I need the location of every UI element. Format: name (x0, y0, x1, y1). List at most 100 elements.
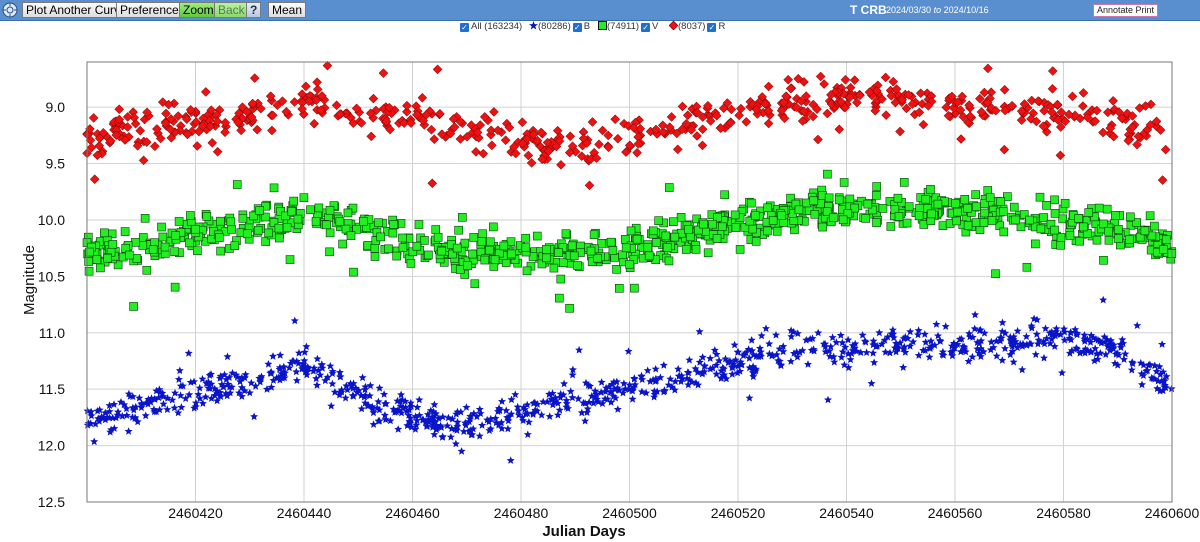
b-point (1058, 368, 1066, 377)
r-point (335, 109, 345, 120)
b-point (1107, 340, 1115, 348)
x-tick-label: 2460520 (711, 505, 766, 521)
b-point (1052, 324, 1061, 333)
b-point (341, 393, 350, 402)
b-point (971, 310, 980, 319)
b-point (236, 377, 245, 386)
b-point (1034, 339, 1042, 348)
b-point (936, 336, 944, 344)
v-point (1058, 214, 1068, 224)
b-point (1013, 343, 1022, 352)
r-point (200, 87, 211, 97)
legend-all[interactable]: ✓ All (163234) (460, 21, 522, 32)
v-point (886, 222, 896, 231)
v-point (359, 217, 368, 226)
b-point (114, 407, 122, 416)
v-point (730, 210, 740, 220)
v-point (311, 217, 321, 226)
r-point (399, 118, 410, 128)
v-point (1079, 222, 1088, 232)
legend-r[interactable]: (8037) ✓ R (669, 21, 725, 32)
v-point (275, 233, 284, 243)
v-point (1104, 226, 1113, 236)
preferences-button[interactable]: Preferences (116, 2, 189, 18)
b-point (170, 403, 179, 412)
b-point (1092, 349, 1101, 358)
r-point (982, 97, 993, 108)
y-axis-ticks: 9.0 9.5 10.0 10.5 11.0 11.5 12.0 12.5 (38, 99, 65, 510)
b-point (286, 359, 295, 367)
b-point (698, 353, 707, 361)
b-point (317, 360, 326, 369)
r-point (220, 117, 231, 128)
b-checkbox[interactable]: ✓ (572, 23, 582, 32)
r-point (435, 108, 445, 119)
r-point (1098, 127, 1108, 138)
b-point (185, 390, 194, 399)
b-point (1100, 332, 1109, 341)
b-point (475, 405, 484, 413)
b-point (316, 370, 325, 379)
r-point (378, 68, 389, 79)
v-point (1056, 233, 1066, 242)
b-point (706, 364, 715, 373)
b-point (537, 410, 546, 419)
v-point (573, 261, 582, 270)
v-point (845, 194, 855, 204)
light-curve-chart[interactable]: 2460420 2460440 2460460 2460480 2460500 24605… (0, 30, 1200, 542)
v-point (829, 213, 838, 223)
v-point (960, 195, 970, 204)
b-point (790, 349, 798, 357)
v-point (1147, 231, 1157, 241)
b-point (555, 406, 564, 414)
plot-another-curve-button[interactable]: Plot Another Curve (22, 2, 131, 18)
v-point (625, 259, 634, 269)
b-point (447, 424, 456, 433)
b-point (251, 382, 260, 390)
b-point (715, 356, 724, 365)
b-point (880, 336, 889, 344)
annotate-print-button[interactable]: Annotate Print (1093, 4, 1159, 17)
r-checkbox[interactable]: ✓ (707, 23, 717, 32)
legend-b[interactable]: (80286) ✓ B (529, 21, 590, 32)
b-point (198, 374, 207, 383)
v-point (1132, 218, 1141, 227)
b-point (914, 326, 923, 334)
back-button[interactable]: Back (214, 2, 249, 18)
b-point (877, 340, 886, 348)
r-point (132, 140, 143, 151)
b-point (1016, 340, 1025, 348)
b-point (1079, 347, 1088, 355)
b-point (893, 342, 902, 351)
v-point (554, 248, 564, 257)
date-from: 2024/03/30 (886, 5, 932, 15)
r-point (819, 79, 829, 89)
b-point (491, 414, 500, 422)
v-point (243, 229, 252, 239)
b-point (693, 368, 702, 376)
mean-button[interactable]: Mean (268, 2, 307, 18)
b-point (779, 342, 788, 350)
b-point (581, 416, 590, 425)
help-button[interactable]: ? (246, 2, 262, 18)
b-point (135, 393, 144, 402)
v-point (522, 266, 532, 276)
b-point (1067, 335, 1075, 344)
v-point (1094, 203, 1104, 213)
b-point (225, 373, 234, 381)
v-point (96, 263, 105, 273)
r-point (1031, 116, 1042, 127)
b-point (269, 352, 277, 360)
b-point (110, 424, 119, 432)
zoom-button[interactable]: Zoom (179, 2, 218, 18)
legend-v[interactable]: (74911) ✓ V (598, 21, 658, 32)
b-point (472, 412, 481, 421)
v-checkbox[interactable]: ✓ (641, 23, 651, 32)
v-point (463, 261, 472, 270)
all-checkbox[interactable]: ✓ (460, 23, 469, 32)
b-point (1101, 350, 1110, 358)
v-point (322, 220, 331, 230)
b-point (374, 397, 383, 406)
b-point (327, 401, 336, 410)
b-point (656, 373, 665, 381)
